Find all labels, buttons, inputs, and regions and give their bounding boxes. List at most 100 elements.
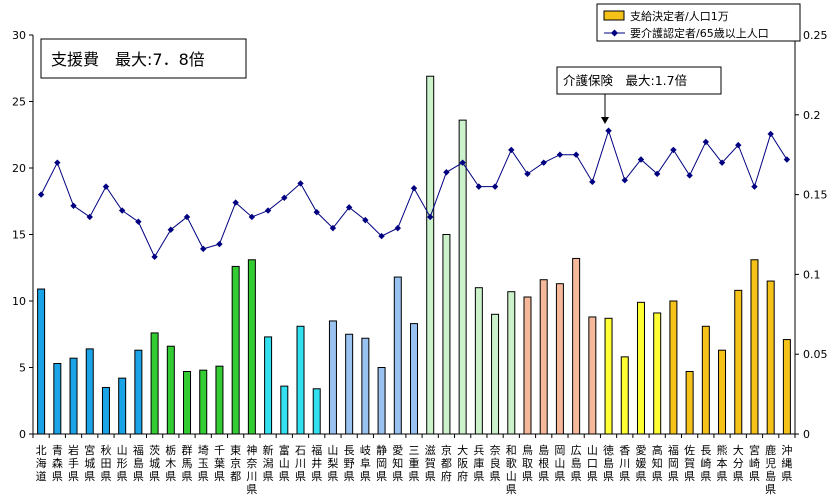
bar-18 xyxy=(312,388,321,435)
bar-41 xyxy=(685,370,694,435)
line-point-40 xyxy=(670,146,677,154)
bar-19 xyxy=(328,320,337,435)
x-axis-category-labels: 北海道青森県岩手県宮城県秋田県山形県福島県茨城県栃木県群馬県埼玉県千葉県東京都神… xyxy=(36,443,793,496)
category-label-30: 和歌山県 xyxy=(506,444,517,496)
bar-11 xyxy=(199,369,208,435)
category-label-29: 奈良県 xyxy=(490,443,501,483)
y-right-tick-label: 0 xyxy=(803,428,810,441)
line-point-34 xyxy=(572,151,580,158)
line-point-4 xyxy=(86,213,93,221)
bar-35 xyxy=(588,316,597,435)
line-point-46 xyxy=(767,130,774,138)
bar-21 xyxy=(361,337,370,435)
category-label-4: 宮城県 xyxy=(84,443,95,483)
line-point-20 xyxy=(345,204,353,211)
bar-14 xyxy=(247,259,256,435)
bar-8 xyxy=(150,332,159,435)
bar-36 xyxy=(604,317,613,435)
legend-bar-swatch xyxy=(603,10,625,21)
support-cost-annotation-text: 支援費 最大:7．8倍 xyxy=(51,50,205,69)
category-label-28: 兵庫県 xyxy=(473,444,484,483)
line-point-26 xyxy=(443,169,450,176)
line-point-42 xyxy=(702,138,710,146)
bar-4 xyxy=(85,348,94,435)
category-label-39: 高知県 xyxy=(652,443,663,483)
bar-10 xyxy=(183,370,192,435)
support-cost-annotation: 支援費 最大:7．8倍 xyxy=(40,38,247,79)
line-point-35 xyxy=(589,178,596,186)
bar-45 xyxy=(750,259,759,435)
callout-arrow-head xyxy=(601,117,609,124)
line-point-44 xyxy=(735,141,742,149)
line-point-18 xyxy=(313,208,320,216)
category-label-17: 石川県 xyxy=(295,444,306,483)
y-right-tick-label: 0.2 xyxy=(803,109,821,122)
category-label-24: 三重県 xyxy=(409,444,420,483)
category-label-16: 富山県 xyxy=(279,443,290,483)
bar-44 xyxy=(734,289,743,435)
bar-42 xyxy=(701,325,710,435)
category-label-25: 滋賀県 xyxy=(425,444,436,483)
bar-20 xyxy=(345,333,354,435)
category-label-20: 長野県 xyxy=(344,444,355,483)
category-label-37: 香川県 xyxy=(619,444,630,483)
line-point-8 xyxy=(151,253,158,261)
line-point-43 xyxy=(718,159,726,166)
care-insurance-callout-text: 介護保険 最大:1.7倍 xyxy=(563,73,687,88)
line-point-6 xyxy=(118,207,126,214)
bar-32 xyxy=(539,279,548,435)
line-point-37 xyxy=(621,177,628,184)
y-right-tick-label: 0.25 xyxy=(803,29,828,42)
line-point-16 xyxy=(281,194,288,201)
line-point-7 xyxy=(135,218,142,225)
bar-31 xyxy=(523,296,532,435)
category-label-32: 島根県 xyxy=(538,443,549,483)
bar-27 xyxy=(458,119,467,435)
bar-37 xyxy=(620,356,629,435)
y-left-tick-label: 10 xyxy=(12,295,26,308)
legend-box xyxy=(596,3,801,42)
care-insurance-callout-box xyxy=(556,66,722,95)
bar-12 xyxy=(215,365,224,435)
line-point-30 xyxy=(508,146,515,154)
line-point-25 xyxy=(427,213,434,221)
legend: 支給決定者/人口1万 要介護認定者/65歳以上人口 xyxy=(596,3,801,42)
y-right-tick-label: 0.05 xyxy=(803,348,828,361)
line-point-39 xyxy=(653,170,661,178)
category-label-27: 大阪府 xyxy=(457,443,468,483)
bar-15 xyxy=(264,336,273,435)
category-label-47: 沖縄県 xyxy=(781,444,792,483)
bar-26 xyxy=(442,234,451,435)
category-label-15: 新潟県 xyxy=(263,443,274,483)
bar-47 xyxy=(782,339,791,435)
line-point-5 xyxy=(102,183,110,190)
line-point-10 xyxy=(183,213,191,221)
bar-30 xyxy=(507,291,516,435)
bar-6 xyxy=(118,377,127,435)
line-point-14 xyxy=(248,213,256,221)
category-label-5: 秋田県 xyxy=(100,443,111,483)
line-point-12 xyxy=(216,240,223,248)
line-point-41 xyxy=(686,172,693,179)
category-label-13: 東京都 xyxy=(230,444,241,483)
y-left-tick-label: 0 xyxy=(19,428,26,441)
line-point-23 xyxy=(394,224,401,232)
category-label-46: 鹿児島県 xyxy=(765,443,776,496)
legend-line-label: 要介護認定者/65歳以上人口 xyxy=(630,26,769,40)
line-point-32 xyxy=(540,159,547,166)
line-point-33 xyxy=(556,151,564,158)
category-label-35: 山口県 xyxy=(587,444,598,483)
bar-7 xyxy=(134,349,143,435)
category-label-1: 北海道 xyxy=(36,444,47,483)
bar-3 xyxy=(69,357,78,435)
category-label-34: 広島県 xyxy=(571,444,582,483)
line-point-24 xyxy=(410,185,418,192)
bar-28 xyxy=(474,287,483,435)
category-label-42: 長崎県 xyxy=(700,444,711,483)
y-axis-left-ticks: 0 5 10 15 20 25 30 xyxy=(12,29,33,441)
category-label-40: 福岡県 xyxy=(668,443,679,483)
category-label-31: 鳥取県 xyxy=(522,443,533,483)
support-cost-annotation-box xyxy=(40,38,247,79)
bar-38 xyxy=(636,301,645,435)
